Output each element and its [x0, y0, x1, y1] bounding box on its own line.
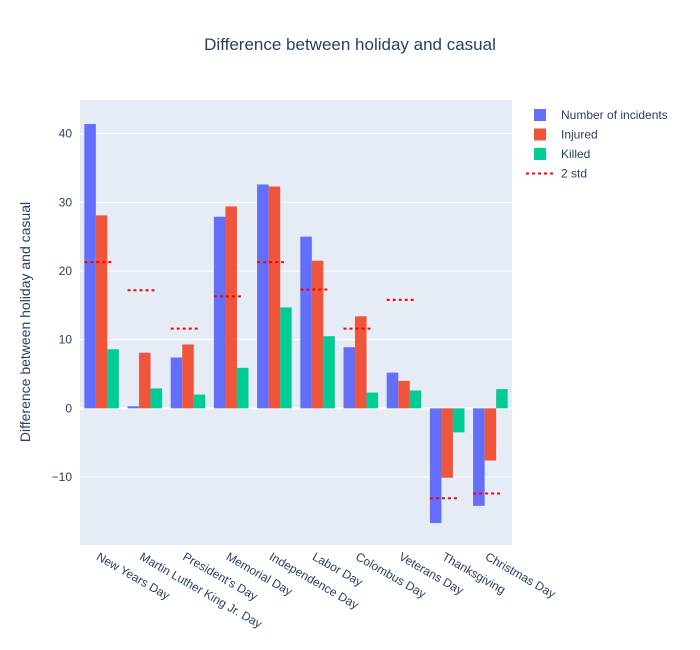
bar-injured — [139, 352, 151, 409]
bar-number-of-incidents — [170, 357, 183, 409]
plot-background — [80, 100, 512, 545]
bar-injured — [95, 215, 108, 409]
bar-killed — [280, 307, 292, 409]
y-tick-label: 10 — [59, 333, 73, 347]
bar-killed — [496, 389, 508, 409]
legend-label: Injured — [561, 128, 598, 142]
bar-killed — [452, 408, 465, 433]
bar-killed — [107, 349, 119, 409]
legend-label: Killed — [561, 147, 590, 161]
bar-injured — [355, 316, 367, 409]
legend-label: Number of incidents — [561, 108, 668, 122]
bar-killed — [323, 336, 335, 409]
y-tick-label: 40 — [59, 127, 73, 141]
bar-number-of-incidents — [127, 406, 140, 409]
bar-killed — [150, 388, 163, 409]
legend-swatch — [534, 148, 546, 160]
bar-injured — [398, 380, 410, 409]
bar-killed — [193, 394, 206, 409]
bar-killed — [236, 367, 249, 409]
bar-number-of-incidents — [257, 184, 269, 409]
bar-number-of-incidents — [343, 347, 356, 409]
bar-killed — [366, 392, 379, 409]
y-tick-label: 20 — [59, 264, 73, 278]
y-tick-label: 0 — [65, 401, 72, 415]
legend: Number of incidents Injured Killed 2 std — [526, 108, 668, 181]
bar-injured — [225, 206, 237, 409]
y-axis-title: Difference between holiday and casual — [17, 202, 33, 442]
legend-swatch — [534, 128, 546, 141]
bar-injured — [484, 408, 497, 461]
legend-label: 2 std — [561, 167, 587, 181]
bar-number-of-incidents — [84, 124, 96, 409]
legend-swatch — [534, 109, 546, 121]
bar-number-of-incidents — [386, 372, 399, 409]
bar-number-of-incidents — [213, 216, 226, 409]
chart-title: Difference between holiday and casual — [204, 35, 496, 54]
bar-number-of-incidents — [429, 408, 442, 524]
bar-injured — [441, 408, 453, 478]
bar-killed — [409, 390, 422, 409]
bar-injured — [268, 186, 281, 409]
y-tick-label: 30 — [59, 195, 73, 209]
x-tick-label: New Years Day — [94, 549, 172, 602]
bar-number-of-incidents — [300, 236, 312, 409]
y-tick-label: −10 — [52, 470, 73, 484]
x-tick-label: Christmas Day — [483, 549, 558, 600]
bar-injured — [311, 260, 324, 409]
bar-number-of-incidents — [473, 408, 485, 506]
bar-injured — [182, 344, 194, 409]
